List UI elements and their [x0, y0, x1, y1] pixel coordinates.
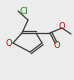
Text: O: O	[54, 40, 60, 50]
Text: O: O	[59, 22, 65, 30]
Text: Cl: Cl	[19, 6, 28, 16]
Text: O: O	[5, 38, 12, 48]
